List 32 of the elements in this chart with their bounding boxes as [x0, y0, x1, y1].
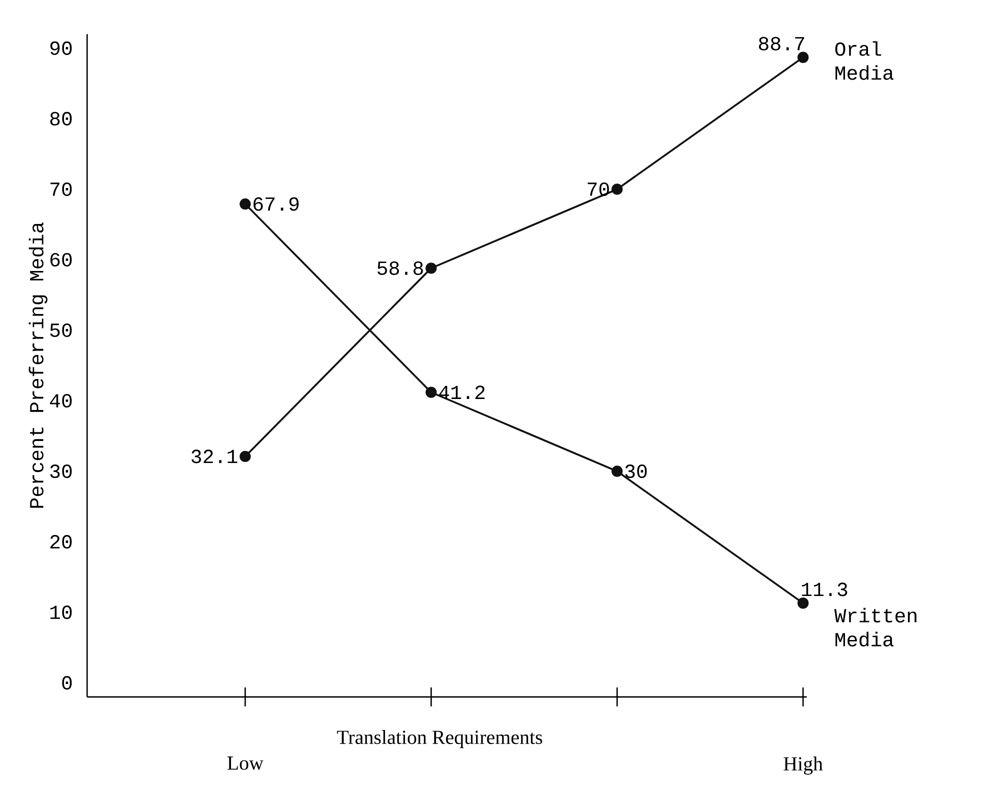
y-tick-label: 40 [50, 394, 72, 408]
series-label: Oral Media [835, 41, 894, 80]
point [612, 466, 623, 478]
x-tick-label: High [784, 756, 823, 775]
x-tick-label: Low [227, 756, 264, 770]
point [240, 198, 251, 210]
point [797, 598, 809, 609]
y-tick-label: 0 [62, 676, 72, 690]
point [426, 262, 437, 274]
data-label: 58.8 [378, 262, 423, 276]
y-axis-title: Percent Preferring Media [28, 222, 48, 508]
data-label: 67.9 [254, 197, 299, 212]
point [612, 184, 623, 196]
series-label: Written Media [834, 608, 916, 647]
y-tick-label: 70 [50, 182, 72, 196]
data-label: 11.3 [802, 582, 848, 596]
x-axis-title: Translation Requirements [337, 730, 542, 748]
y-tick-label: 30 [50, 464, 72, 478]
y-tick-label: 80 [50, 112, 72, 126]
y-tick-label: 60 [50, 253, 72, 267]
data-label: 41.2 [439, 386, 485, 400]
y-tick-label: 20 [50, 535, 72, 549]
y-tick-label: 10 [50, 606, 72, 620]
data-label: 70 [588, 182, 609, 196]
point [426, 386, 437, 398]
point [797, 52, 809, 64]
point [240, 451, 251, 462]
y-tick-label: 50 [50, 324, 72, 338]
data-label: 30 [625, 464, 647, 478]
y-tick-label: 90 [50, 42, 72, 56]
data-label: 32.1 [192, 450, 238, 464]
data-label: 88.7 [758, 37, 804, 51]
